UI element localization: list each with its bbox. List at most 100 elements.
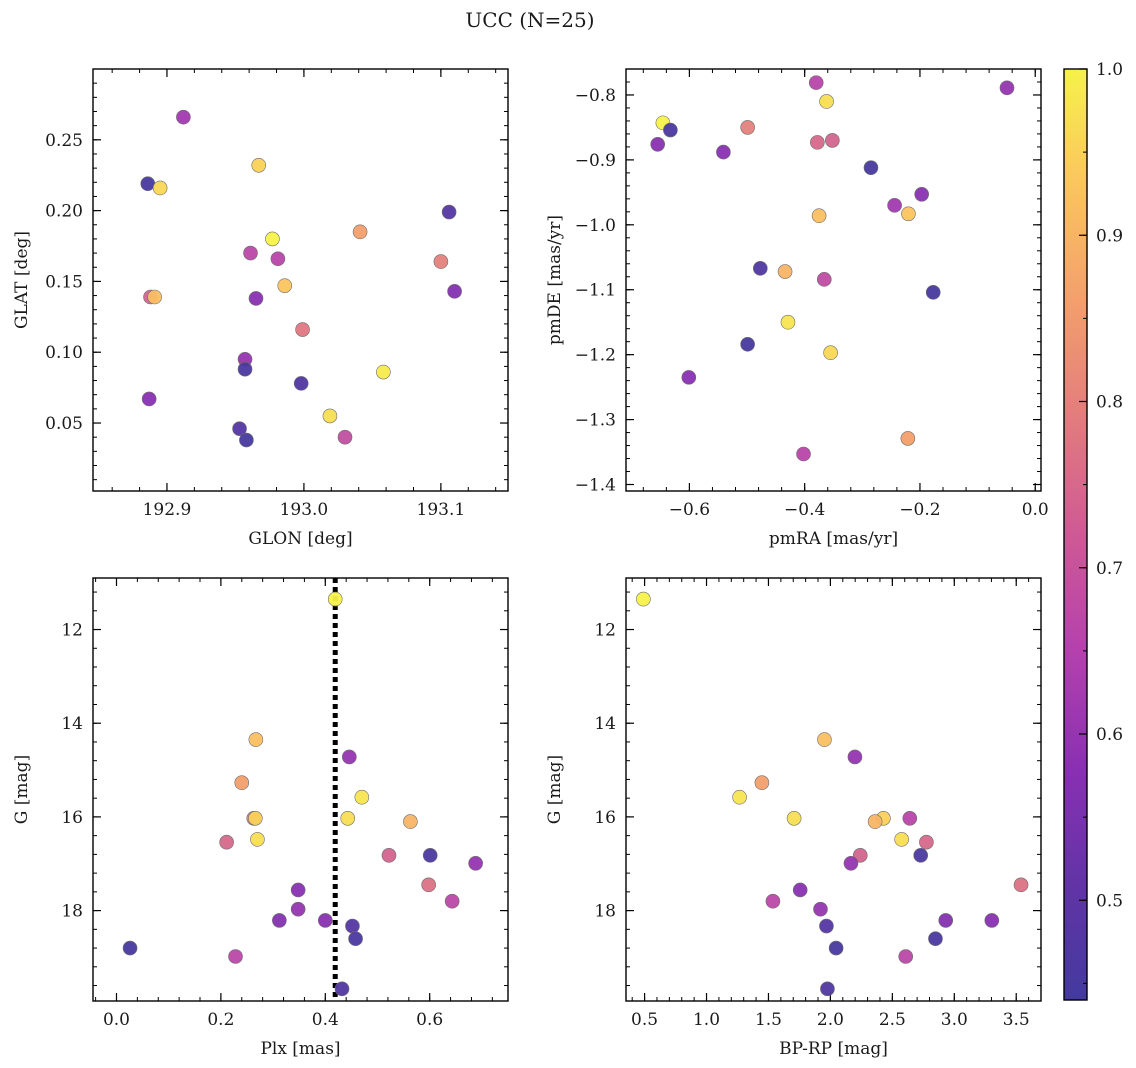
y-tick-label: 16 xyxy=(61,808,83,828)
scatter-point xyxy=(716,144,731,160)
x-axis-label: Plx [mas] xyxy=(260,1039,340,1059)
scatter-point xyxy=(663,122,678,138)
scatter-point xyxy=(422,848,438,863)
scatter-point xyxy=(228,949,243,964)
panels: 192.9 193.0 193.1 0.05 0.10 0.15 0.20 0.25 GLON … xyxy=(12,68,1049,1059)
scatter-point xyxy=(825,133,840,148)
x-tick-label: 3.5 xyxy=(1003,1010,1030,1030)
scatter-point xyxy=(636,591,651,607)
scatter-point xyxy=(340,811,356,826)
scatter-point xyxy=(290,882,306,898)
figure-title: UCC (N=25) xyxy=(465,8,594,32)
y-tick-label: −0.9 xyxy=(575,151,616,171)
x-tick-label: 193.1 xyxy=(417,500,466,520)
x-tick-label: 0.0 xyxy=(103,1010,130,1030)
scatter-point xyxy=(913,848,929,863)
scatter-point xyxy=(348,931,363,946)
y-axis-label: GLAT [deg] xyxy=(12,231,32,329)
scatter-point xyxy=(984,913,1000,928)
minor-ticks xyxy=(626,68,1041,491)
scatter-point xyxy=(887,198,902,213)
y-tick-label: 12 xyxy=(61,621,83,641)
scatter-point xyxy=(441,204,457,220)
scatter-point xyxy=(863,160,879,175)
minor-ticks xyxy=(626,578,1042,1001)
scatter-point xyxy=(327,591,343,607)
y-tick-label: 0.25 xyxy=(45,131,83,151)
scatter-point xyxy=(152,180,168,196)
scatter-point xyxy=(867,814,883,829)
scatter-point xyxy=(808,75,824,90)
x-tick-label: 0.2 xyxy=(207,1010,234,1030)
x-tick-label: 1.5 xyxy=(755,1010,782,1030)
scatter-point xyxy=(796,446,811,462)
scatter-point xyxy=(342,749,357,765)
y-tick-label: 14 xyxy=(594,714,616,734)
scatter-point xyxy=(786,811,802,826)
colorbar-gradient xyxy=(1064,69,1087,1000)
scatter-point xyxy=(219,834,234,850)
x-axis-label: GLON [deg] xyxy=(248,529,352,549)
y-tick-label: 0.20 xyxy=(45,202,83,222)
scatter-point xyxy=(376,364,391,380)
x-axis-label: BP-RP [mag] xyxy=(779,1039,888,1059)
scatter-point xyxy=(237,361,253,377)
x-tick-label: 3.0 xyxy=(941,1010,968,1030)
scatter-point xyxy=(322,408,338,424)
scatter-point xyxy=(444,893,460,909)
scatter-point xyxy=(740,120,755,135)
y-tick-label: −1.3 xyxy=(575,411,616,431)
scatter-point xyxy=(468,855,483,871)
scatter-point xyxy=(251,157,267,173)
scatter-point xyxy=(248,732,264,747)
x-tick-label: 2.5 xyxy=(879,1010,906,1030)
x-tick-label: 0.0 xyxy=(1022,500,1049,520)
x-tick-label: 0.4 xyxy=(312,1010,339,1030)
scatter-point xyxy=(293,376,309,391)
scatter-point xyxy=(823,345,838,361)
y-tick-label: −1.0 xyxy=(575,216,616,236)
scatter-point xyxy=(902,811,918,826)
scatter-point xyxy=(1013,877,1029,893)
y-tick-label: −1.1 xyxy=(575,281,616,301)
scatter-point xyxy=(928,931,943,946)
scatter-point xyxy=(819,94,834,109)
scatter-point xyxy=(681,370,697,385)
scatter-point xyxy=(381,848,397,863)
axes-frame xyxy=(92,577,509,1002)
scatter-point xyxy=(248,291,264,306)
scatter-point xyxy=(650,137,666,152)
scatter-point xyxy=(122,940,138,956)
scatter-point xyxy=(248,811,263,826)
scatter-point xyxy=(234,775,250,791)
scatter-points xyxy=(140,109,462,448)
x-tick-label: 0.6 xyxy=(416,1010,443,1030)
y-axis-label: pmDE [mas/yr] xyxy=(545,215,565,345)
y-tick-label: −0.8 xyxy=(575,86,616,106)
axes-frame xyxy=(625,577,1042,1002)
scatter-point xyxy=(894,832,909,847)
scatter-point xyxy=(232,421,247,436)
y-tick-label: 0.05 xyxy=(45,414,83,434)
scatter-point xyxy=(754,775,770,791)
colorbar-tick-label: 1.0 xyxy=(1096,60,1123,80)
y-tick-label: 18 xyxy=(61,902,83,922)
colorbar-frame xyxy=(1063,68,1088,1001)
x-tick-label: 0.5 xyxy=(631,1010,658,1030)
scatter-point xyxy=(176,109,191,125)
scatter-point xyxy=(914,187,929,202)
scatter-point xyxy=(140,176,156,192)
scatter-point xyxy=(813,901,828,917)
scatter-point xyxy=(239,432,254,448)
y-tick-label: 18 xyxy=(594,902,616,922)
scatter-points xyxy=(636,591,1029,997)
scatter-point xyxy=(317,913,333,928)
minor-ticks xyxy=(93,68,508,491)
scatter-point xyxy=(337,429,353,445)
x-tick-label: −0.2 xyxy=(899,500,940,520)
scatter-point xyxy=(898,949,914,964)
axes-frame xyxy=(92,68,509,492)
x-tick-label: 192.9 xyxy=(143,500,192,520)
minor-ticks xyxy=(93,578,508,1001)
scatter-points xyxy=(650,75,1015,462)
